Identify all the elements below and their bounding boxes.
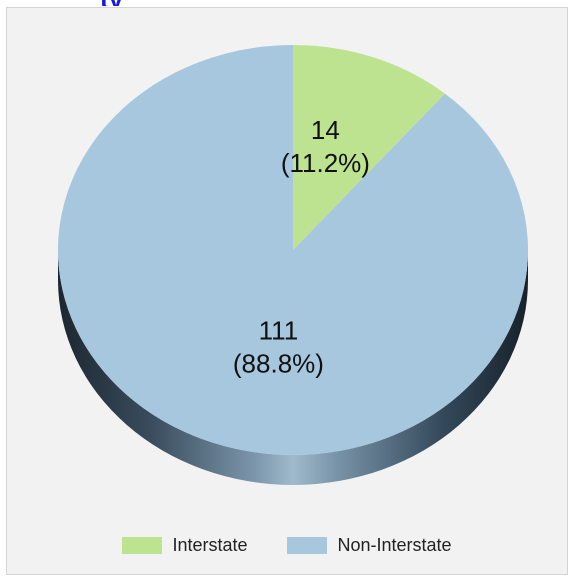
slice-percent-label-non-interstate: (88.8%) [233,348,324,378]
slice-value-label-non-interstate: 111 [259,315,299,345]
legend-swatch-non-interstate [287,536,328,554]
slice-percent-label-interstate: (11.2%) [281,148,370,178]
legend: Interstate Non-Interstate [0,530,574,560]
pie-slice-non-interstate [57,45,528,455]
pie-slices [57,45,528,455]
slice-value-label-interstate: 14 [311,115,340,145]
legend-item-non-interstate: Non-Interstate [287,534,452,556]
pie-slice-interstate [293,45,446,250]
legend-label-interstate: Interstate [172,534,248,555]
legend-label-non-interstate: Non-Interstate [337,534,452,555]
legend-swatch-interstate [122,536,163,554]
legend-item-interstate: Interstate [122,535,247,556]
pie-slice-labels: 14(11.2%) 111(88.8%) [233,115,370,378]
cropped-title: ty [100,0,180,6]
